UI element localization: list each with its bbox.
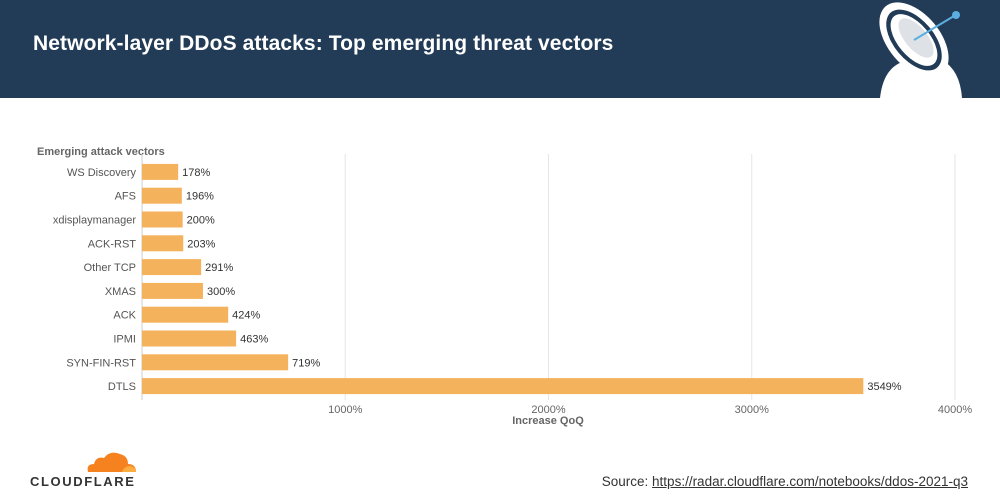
data-label: 463% — [240, 334, 268, 346]
header-banner: Network-layer DDoS attacks: Top emerging… — [0, 0, 1000, 98]
y-axis-title: Emerging attack vectors — [37, 146, 165, 158]
category-label: Other TCP — [84, 262, 136, 274]
bar — [142, 330, 237, 347]
x-tick-label: 4000% — [938, 404, 972, 416]
category-label: ACK-RST — [88, 238, 137, 250]
data-label: 3549% — [867, 381, 901, 393]
category-label: IPMI — [113, 334, 136, 346]
bar — [142, 187, 182, 204]
category-label: xdisplaymanager — [53, 215, 136, 227]
bar — [142, 163, 179, 180]
bar — [142, 235, 184, 252]
bar — [142, 211, 183, 228]
category-label: SYN-FIN-RST — [66, 357, 136, 369]
data-label: 424% — [232, 310, 260, 322]
cloudflare-logo: CLOUDFLARE — [30, 450, 150, 492]
category-label: XMAS — [105, 286, 136, 298]
bar-chart: Emerging attack vectors Increase QoQ 100… — [37, 146, 972, 427]
source-prefix: Source: — [601, 474, 649, 489]
data-label: 300% — [207, 286, 235, 298]
x-tick-label: 3000% — [735, 404, 769, 416]
data-label: 719% — [292, 357, 320, 369]
category-label: AFS — [115, 191, 136, 203]
data-label: 200% — [187, 215, 215, 227]
source-link[interactable]: https://radar.cloudflare.com/notebooks/d… — [652, 474, 968, 489]
category-label: WS Discovery — [67, 167, 137, 179]
bar — [142, 306, 229, 323]
x-tick-label: 1000% — [328, 404, 362, 416]
data-label: 291% — [205, 262, 233, 274]
page-title: Network-layer DDoS attacks: Top emerging… — [33, 32, 614, 55]
chart-area: Emerging attack vectors Increase QoQ 100… — [0, 98, 1000, 438]
bar — [142, 378, 864, 395]
data-label: 196% — [186, 191, 214, 203]
cloud-logo-icon — [87, 452, 136, 472]
data-label: 178% — [182, 167, 210, 179]
bar — [142, 354, 289, 371]
data-label: 203% — [187, 238, 215, 250]
bar — [142, 259, 202, 276]
brand-wordmark: CLOUDFLARE — [30, 474, 136, 489]
source-caption: Source: https://radar.cloudflare.com/not… — [602, 474, 968, 489]
x-axis-title: Increase QoQ — [512, 415, 584, 427]
x-tick-label: 2000% — [531, 404, 565, 416]
satellite-dish-icon — [879, 2, 962, 98]
bar — [142, 282, 203, 299]
category-label: DTLS — [108, 381, 136, 393]
category-label: ACK — [113, 310, 136, 322]
